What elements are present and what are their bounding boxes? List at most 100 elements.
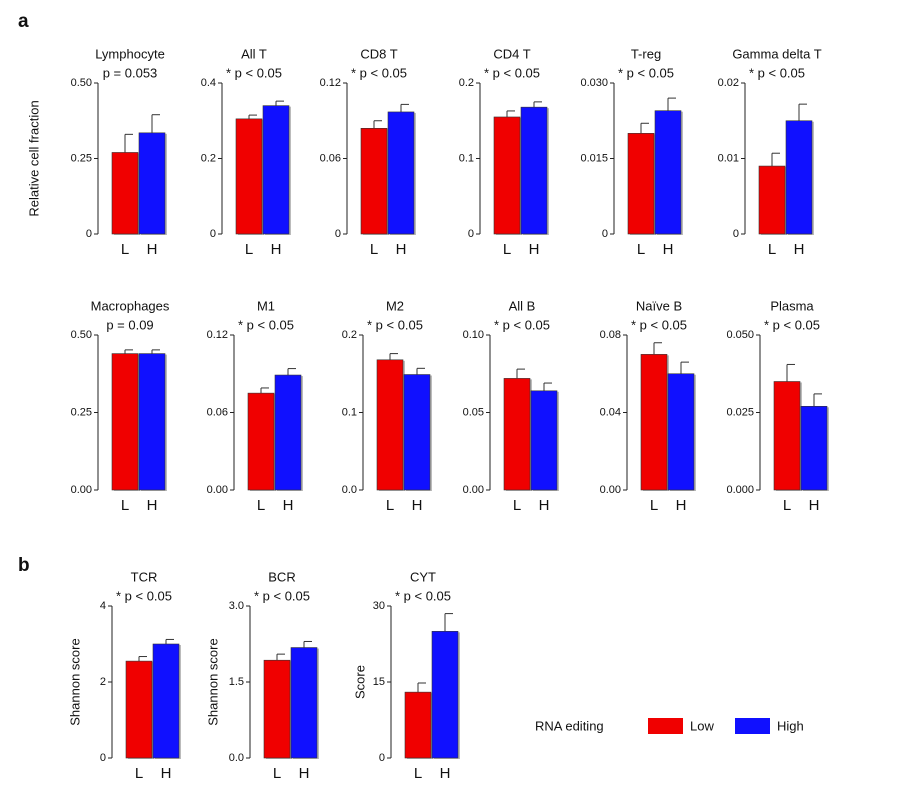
x-tick-label: L: [513, 497, 521, 514]
y-tick-label: 0.12: [320, 77, 341, 89]
bar: [387, 111, 415, 235]
chart-title: Naïve B: [636, 298, 682, 313]
chart-subtitle: * p < 0.05: [351, 65, 407, 80]
x-tick-label: L: [257, 497, 265, 514]
y-tick-label: 0.00: [463, 484, 484, 496]
y-tick-label: 0.08: [600, 329, 621, 341]
y-tick-label: 0.50: [71, 77, 92, 89]
bar: [654, 110, 682, 235]
y-tick-label: 0.1: [459, 152, 474, 164]
bar: [111, 353, 139, 491]
bar: [503, 378, 531, 491]
bar: [758, 165, 786, 235]
y-tick-label: 0.06: [320, 152, 341, 164]
chart-subtitle: * p < 0.05: [749, 65, 805, 80]
y-tick-label: 0.015: [580, 152, 608, 164]
bar: [520, 106, 548, 235]
x-tick-label: H: [794, 241, 805, 258]
legend-swatch: [648, 718, 683, 734]
x-tick-label: L: [503, 241, 511, 258]
chart-subtitle: * p < 0.05: [254, 588, 310, 603]
y-tick-label: 0: [86, 228, 92, 240]
bar: [640, 354, 668, 491]
x-tick-label: H: [539, 497, 550, 514]
y-tick-label: 0: [379, 752, 385, 764]
y-tick-label: 0.00: [600, 484, 621, 496]
chart-title: All T: [241, 46, 267, 61]
chart-subtitle: p = 0.053: [103, 65, 158, 80]
x-tick-label: L: [245, 241, 253, 258]
bar: [138, 353, 166, 491]
chart-subtitle: * p < 0.05: [226, 65, 282, 80]
chart-subtitle: * p < 0.05: [764, 317, 820, 332]
y-tick-label: 0.000: [726, 484, 754, 496]
chart-title: M1: [257, 298, 275, 313]
chart-title: Macrophages: [91, 298, 170, 313]
bar: [111, 152, 139, 235]
bar: [376, 359, 404, 491]
y-tick-label: 0.4: [201, 77, 216, 89]
bar: [262, 105, 290, 235]
chart-title: CD8 T: [360, 46, 397, 61]
bar: [125, 660, 153, 759]
y-tick-label: 0.2: [201, 152, 216, 164]
x-tick-label: L: [783, 497, 791, 514]
x-tick-label: L: [370, 241, 378, 258]
x-tick-label: H: [663, 241, 674, 258]
bar: [431, 631, 459, 759]
x-tick-label: L: [135, 765, 143, 782]
bar: [667, 373, 695, 491]
bar: [263, 659, 291, 759]
y-tick-label: 0.00: [71, 484, 92, 496]
x-tick-label: H: [529, 241, 540, 258]
chart-subtitle: * p < 0.05: [484, 65, 540, 80]
chart-subtitle: * p < 0.05: [395, 588, 451, 603]
x-tick-label: L: [414, 765, 422, 782]
x-tick-label: L: [637, 241, 645, 258]
chart-title: M2: [386, 298, 404, 313]
y-tick-label: 0.01: [718, 152, 739, 164]
chart-title: T-reg: [631, 46, 661, 61]
y-tick-label: 30: [373, 600, 385, 612]
bar: [404, 691, 432, 759]
panel-label: b: [18, 555, 30, 576]
chart-subtitle: * p < 0.05: [238, 317, 294, 332]
y-tick-label: 0.10: [463, 329, 484, 341]
y-tick-label: 0.04: [600, 406, 621, 418]
chart-subtitle: * p < 0.05: [367, 317, 423, 332]
x-tick-label: L: [273, 765, 281, 782]
bar: [235, 118, 263, 235]
bar: [152, 643, 180, 759]
y-axis-label: Score: [352, 665, 367, 699]
x-tick-label: L: [650, 497, 658, 514]
y-tick-label: 15: [373, 676, 385, 688]
bar: [360, 128, 388, 235]
y-tick-label: 0: [100, 752, 106, 764]
bar: [627, 133, 655, 235]
chart-title: TCR: [131, 569, 158, 584]
bar: [773, 381, 801, 491]
x-tick-label: L: [386, 497, 394, 514]
y-tick-label: 0.2: [342, 329, 357, 341]
y-axis-label: Shannon score: [67, 638, 82, 725]
y-tick-label: 2: [100, 676, 106, 688]
x-tick-label: L: [121, 241, 129, 258]
y-tick-label: 0.25: [71, 152, 92, 164]
y-tick-label: 0.2: [459, 77, 474, 89]
y-tick-label: 3.0: [229, 600, 244, 612]
x-tick-label: H: [147, 241, 158, 258]
y-tick-label: 0.25: [71, 406, 92, 418]
bar: [800, 405, 828, 491]
y-tick-label: 0.05: [463, 406, 484, 418]
x-tick-label: H: [161, 765, 172, 782]
chart-subtitle: * p < 0.05: [494, 317, 550, 332]
y-tick-label: 1.5: [229, 676, 244, 688]
bar: [530, 390, 558, 491]
chart-title: Plasma: [770, 298, 814, 313]
chart-title: All B: [509, 298, 536, 313]
bar: [247, 392, 275, 491]
legend-title: RNA editing: [535, 718, 604, 733]
y-tick-label: 0.12: [207, 329, 228, 341]
y-tick-label: 0.0: [229, 752, 244, 764]
chart-title: CD4 T: [493, 46, 530, 61]
